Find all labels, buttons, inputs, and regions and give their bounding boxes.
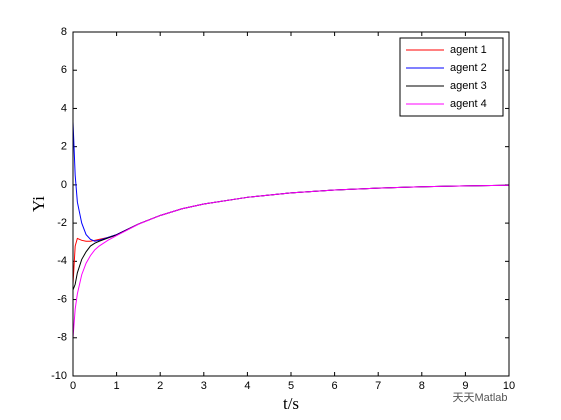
x-tick-label: 5	[288, 380, 294, 392]
x-tick-label: 7	[375, 380, 381, 392]
x-tick-label: 10	[503, 380, 515, 392]
y-tick-label: 2	[61, 141, 67, 153]
y-axis-title: Yi	[29, 196, 48, 212]
x-tick-label: 6	[332, 380, 338, 392]
x-tick-label: 8	[419, 380, 425, 392]
x-axis-title: t/s	[283, 394, 299, 413]
axes-frame	[72, 31, 510, 377]
x-tick-label: 4	[244, 380, 250, 392]
x-tick-label: 9	[462, 380, 468, 392]
legend-label: agent 4	[450, 98, 487, 110]
legend-label: agent 2	[450, 62, 487, 74]
y-tick-label: -8	[57, 332, 67, 344]
y-tick-label: 0	[61, 179, 67, 191]
y-tick-label: 8	[61, 26, 67, 38]
y-tick-label: -4	[57, 255, 67, 267]
x-tick-label: 3	[201, 380, 207, 392]
watermark: 天天Matlab	[452, 392, 507, 404]
series-line	[72, 184, 510, 338]
y-tick-label: -2	[57, 217, 67, 229]
y-tick-label: 6	[61, 64, 67, 76]
legend-label: agent 3	[450, 80, 487, 92]
x-tick-label: 1	[114, 380, 120, 392]
y-tick-label: -10	[51, 370, 67, 382]
y-tick-label: -6	[57, 293, 67, 305]
x-tick-label: 2	[157, 380, 163, 392]
legend-label: agent 1	[450, 44, 487, 56]
legend-box	[399, 37, 504, 117]
x-tick-label: 0	[70, 380, 76, 392]
y-tick-label: 4	[61, 102, 67, 114]
